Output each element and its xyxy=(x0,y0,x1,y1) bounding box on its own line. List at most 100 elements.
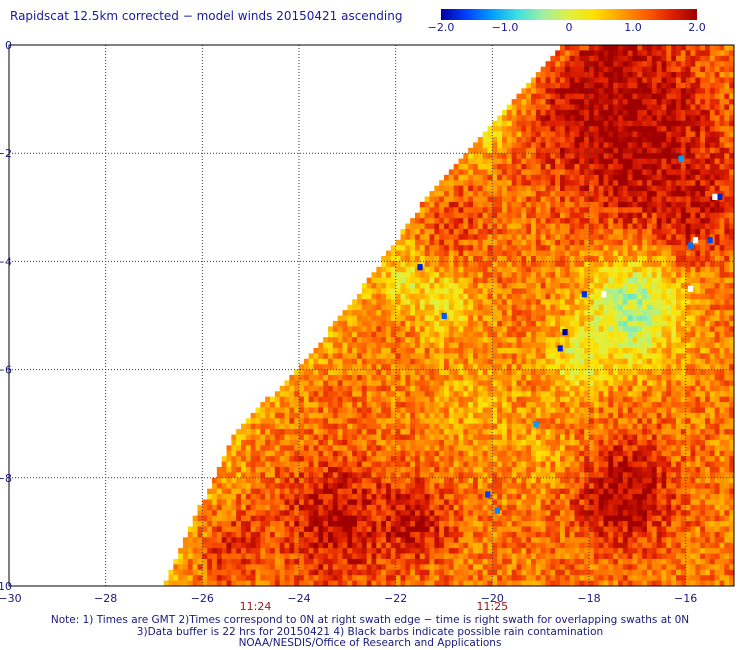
heatmap-cell xyxy=(680,283,687,289)
heatmap-cell xyxy=(714,131,720,138)
heatmap-cell xyxy=(448,407,455,414)
heatmap-cell xyxy=(569,228,575,235)
heatmap-cell xyxy=(700,136,706,143)
heatmap-cell xyxy=(603,277,609,284)
heatmap-cell xyxy=(598,180,604,187)
heatmap-cell xyxy=(516,164,522,170)
heatmap-cell xyxy=(497,207,503,214)
heatmap-cell xyxy=(540,201,546,208)
heatmap-cell xyxy=(550,277,556,284)
heatmap-cell xyxy=(709,115,716,122)
heatmap-cell xyxy=(729,120,735,127)
heatmap-cell xyxy=(497,283,503,289)
heatmap-cell xyxy=(492,228,498,235)
heatmap-cell xyxy=(598,299,604,306)
heatmap-cell xyxy=(550,266,556,273)
heatmap-cell xyxy=(560,93,566,100)
heatmap-cell xyxy=(497,423,503,430)
heatmap-cell xyxy=(579,250,585,257)
heatmap-cell xyxy=(661,136,667,143)
heatmap-cell xyxy=(714,99,720,105)
heatmap-cell xyxy=(695,158,701,165)
heatmap-cell xyxy=(705,136,711,143)
heatmap-cell xyxy=(323,347,329,354)
heatmap-cell xyxy=(589,277,595,284)
heatmap-cell xyxy=(589,288,595,295)
heatmap-cell xyxy=(371,402,377,408)
heatmap-cell xyxy=(463,320,469,327)
heatmap-cell xyxy=(376,347,382,354)
heatmap-cell xyxy=(700,412,706,419)
heatmap-cell xyxy=(608,131,614,138)
heatmap-cell xyxy=(579,315,585,322)
heatmap-cell xyxy=(569,369,575,376)
heatmap-cell xyxy=(632,142,638,149)
heatmap-cell xyxy=(540,77,546,84)
heatmap-cell xyxy=(347,391,353,398)
heatmap-cell xyxy=(419,429,426,435)
heatmap-cell xyxy=(661,82,667,89)
heatmap-cell xyxy=(656,126,662,132)
heatmap-cell xyxy=(724,153,730,160)
heatmap-cell xyxy=(593,391,600,398)
heatmap-cell xyxy=(622,142,629,149)
heatmap-cell xyxy=(531,115,537,122)
heatmap-cell xyxy=(705,228,711,235)
heatmap-cell xyxy=(410,423,416,430)
heatmap-cell xyxy=(690,55,696,62)
heatmap-cell xyxy=(642,153,648,160)
heatmap-cell xyxy=(526,358,532,365)
heatmap-cell xyxy=(337,337,343,343)
heatmap-cell xyxy=(569,429,575,435)
heatmap-cell xyxy=(468,212,474,219)
heatmap-cell xyxy=(463,375,469,381)
heatmap-cell xyxy=(502,364,508,370)
heatmap-cell xyxy=(506,293,513,300)
heatmap-cell xyxy=(308,429,314,435)
heatmap-cell xyxy=(535,180,542,187)
heatmap-cell xyxy=(637,82,643,89)
heatmap-cell xyxy=(516,180,522,187)
heatmap-cell xyxy=(671,191,677,197)
heatmap-cell xyxy=(521,418,527,425)
heatmap-cell xyxy=(381,391,387,398)
heatmap-cell xyxy=(569,234,575,241)
heatmap-cell xyxy=(589,342,595,349)
heatmap-cell xyxy=(695,218,701,224)
heatmap-cell xyxy=(598,245,604,251)
heatmap-cell xyxy=(473,347,479,354)
heatmap-cell xyxy=(642,429,648,435)
heatmap-cell xyxy=(676,126,682,132)
heatmap-cell xyxy=(690,115,696,122)
heatmap-cell xyxy=(676,358,682,365)
heatmap-cell xyxy=(482,402,488,408)
heatmap-cell xyxy=(521,120,527,127)
heatmap-cell xyxy=(299,385,305,392)
heatmap-cell xyxy=(622,375,629,381)
heatmap-cell xyxy=(729,82,735,89)
heatmap-cell xyxy=(651,234,658,241)
heatmap-cell xyxy=(463,250,469,257)
heatmap-cell xyxy=(497,126,503,132)
heatmap-cell xyxy=(642,169,648,176)
heatmap-cell xyxy=(564,293,571,300)
heatmap-cell xyxy=(685,136,691,143)
heatmap-cell xyxy=(603,99,609,105)
heatmap-cell xyxy=(685,158,691,165)
heatmap-cell xyxy=(506,412,513,419)
heatmap-cell xyxy=(656,115,662,122)
heatmap-cell xyxy=(695,310,701,316)
heatmap-cell xyxy=(622,82,629,89)
heatmap-cell xyxy=(429,364,435,370)
heatmap-cell xyxy=(608,402,614,408)
heatmap-cell xyxy=(729,391,735,398)
heatmap-cell xyxy=(695,61,701,68)
heatmap-cell xyxy=(719,380,725,387)
heatmap-cell xyxy=(632,380,638,387)
heatmap-cell xyxy=(627,196,633,203)
heatmap-cell xyxy=(608,196,614,203)
heatmap-cell xyxy=(666,245,672,251)
heatmap-cell xyxy=(497,418,503,425)
heatmap-cell xyxy=(574,153,580,160)
heatmap-cell xyxy=(632,272,638,279)
